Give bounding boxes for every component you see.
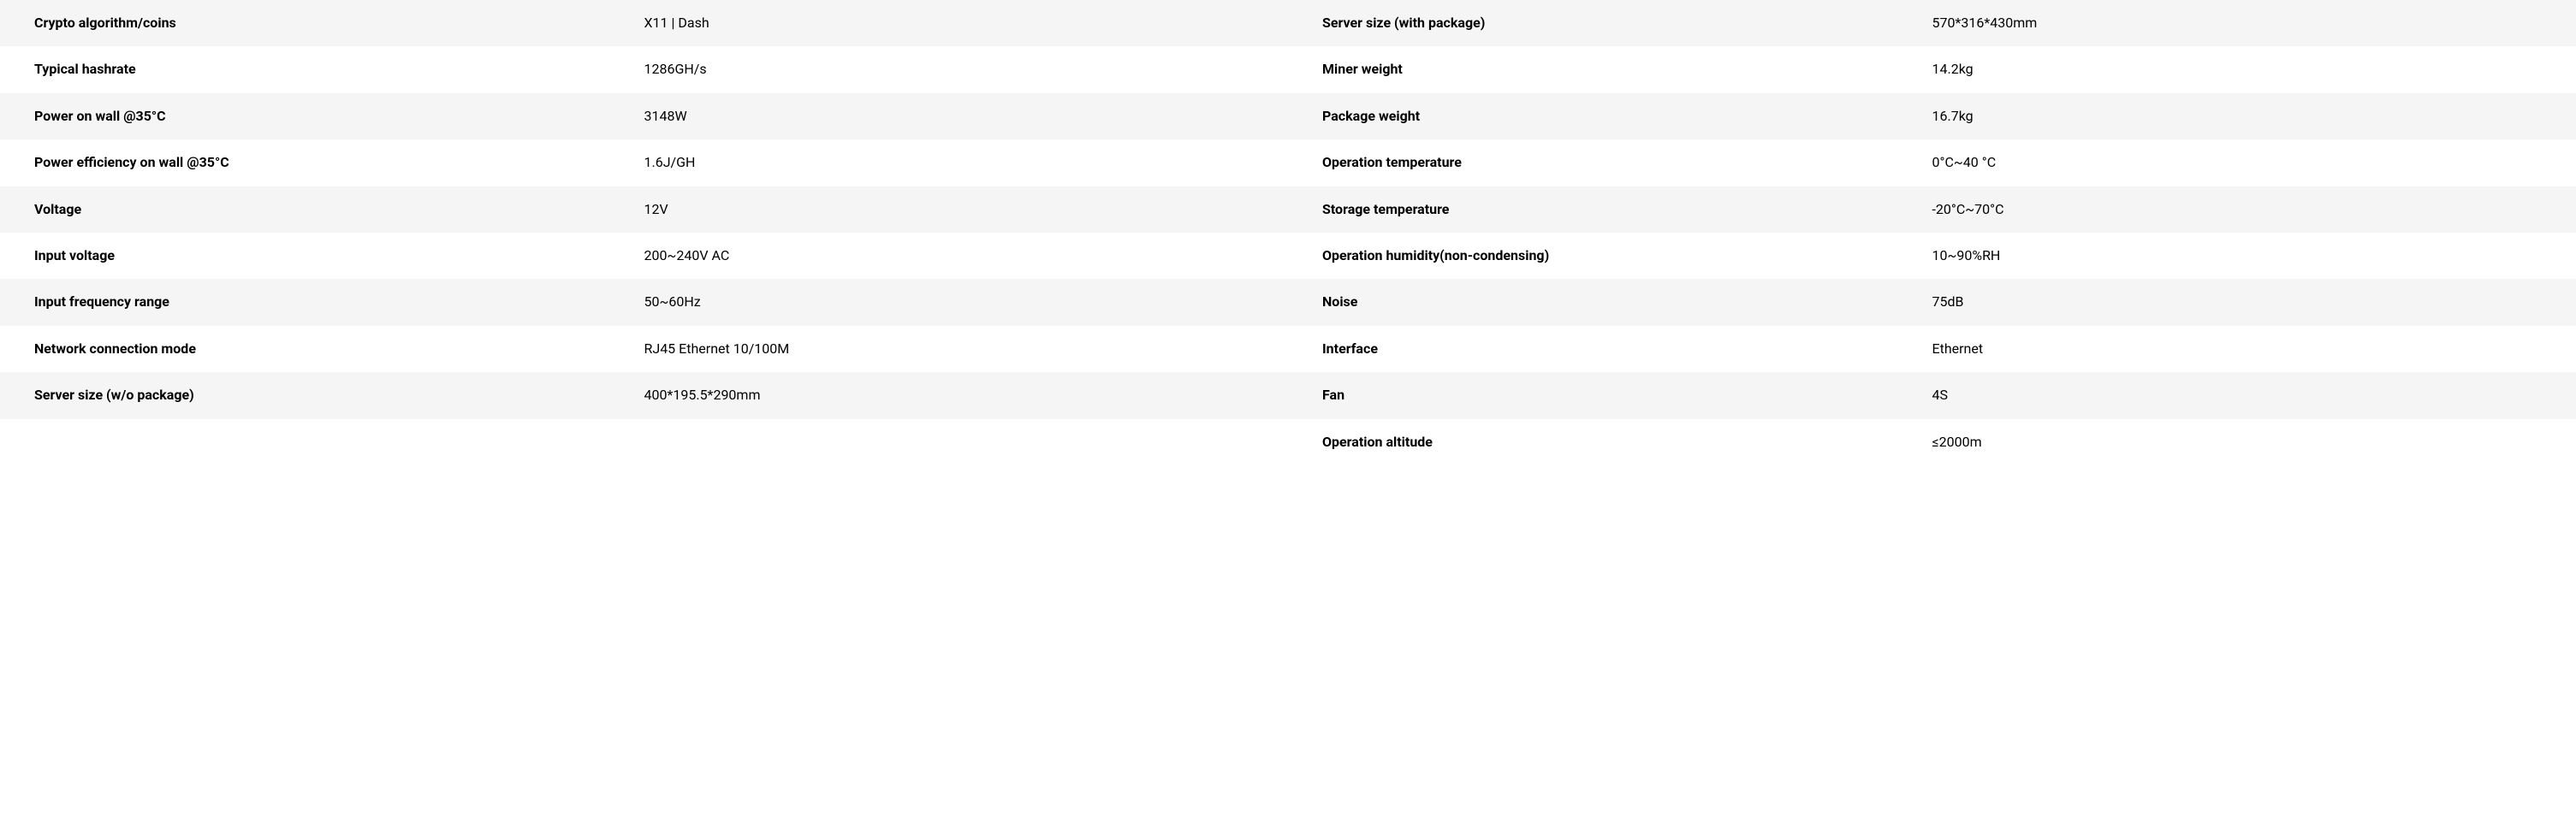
spec-row: Power on wall @35°C 3148W [0, 93, 1288, 139]
spec-label: Operation humidity(non-condensing) [1322, 246, 1932, 265]
spec-row: Typical hashrate 1286GH/s [0, 46, 1288, 92]
spec-label: Interface [1322, 340, 1932, 358]
spec-value: 400*195.5*290mm [644, 386, 1255, 405]
spec-label: Power efficiency on wall @35°C [34, 153, 644, 172]
spec-label: Server size (w/o package) [34, 386, 644, 405]
spec-label: Noise [1322, 293, 1932, 311]
spec-value: 75dB [1932, 293, 2543, 311]
spec-value: -20°C~70°C [1932, 200, 2543, 219]
spec-label: Crypto algorithm/coins [34, 14, 644, 33]
spec-label: Input voltage [34, 246, 644, 265]
spec-label: Voltage [34, 200, 644, 219]
spec-value: 4S [1932, 386, 2543, 405]
spec-table: Crypto algorithm/coins X11 | Dash Typica… [0, 0, 2576, 465]
spec-label: Miner weight [1322, 60, 1932, 79]
spec-value: 0°C~40 °C [1932, 153, 2543, 172]
spec-value: 1.6J/GH [644, 153, 1255, 172]
spec-row: Input voltage 200~240V AC [0, 233, 1288, 279]
spec-value: Ethernet [1932, 340, 2543, 358]
spec-column-left: Crypto algorithm/coins X11 | Dash Typica… [0, 0, 1288, 465]
spec-row: Crypto algorithm/coins X11 | Dash [0, 0, 1288, 46]
spec-value: 10~90%RH [1932, 246, 2543, 265]
spec-row: Fan 4S [1288, 372, 2576, 418]
spec-label: Operation temperature [1322, 153, 1932, 172]
spec-value: 12V [644, 200, 1255, 219]
spec-row: Operation temperature 0°C~40 °C [1288, 139, 2576, 186]
spec-label: Typical hashrate [34, 60, 644, 79]
spec-row: Interface Ethernet [1288, 326, 2576, 372]
spec-value: 1286GH/s [644, 60, 1255, 79]
spec-row: Power efficiency on wall @35°C 1.6J/GH [0, 139, 1288, 186]
spec-label: Storage temperature [1322, 200, 1932, 219]
spec-label: Power on wall @35°C [34, 107, 644, 126]
spec-value: 16.7kg [1932, 107, 2543, 126]
spec-row: Noise 75dB [1288, 279, 2576, 325]
spec-label: Package weight [1322, 107, 1932, 126]
spec-row: Package weight 16.7kg [1288, 93, 2576, 139]
spec-row: Server size (with package) 570*316*430mm [1288, 0, 2576, 46]
spec-label: Fan [1322, 386, 1932, 405]
spec-row: Operation humidity(non-condensing) 10~90… [1288, 233, 2576, 279]
spec-label: Operation altitude [1322, 433, 1932, 452]
spec-value: 3148W [644, 107, 1255, 126]
spec-label: Input frequency range [34, 293, 644, 311]
spec-value: RJ45 Ethernet 10/100M [644, 340, 1255, 358]
spec-value: X11 | Dash [644, 14, 1255, 33]
spec-value: 14.2kg [1932, 60, 2543, 79]
spec-value: ≤2000m [1932, 433, 2543, 452]
spec-value: 570*316*430mm [1932, 14, 2543, 33]
spec-row: Input frequency range 50~60Hz [0, 279, 1288, 325]
spec-row: Operation altitude ≤2000m [1288, 419, 2576, 465]
spec-row: Storage temperature -20°C~70°C [1288, 186, 2576, 233]
spec-value: 200~240V AC [644, 246, 1255, 265]
spec-label: Network connection mode [34, 340, 644, 358]
spec-row: Voltage 12V [0, 186, 1288, 233]
spec-row: Server size (w/o package) 400*195.5*290m… [0, 372, 1288, 418]
spec-value: 50~60Hz [644, 293, 1255, 311]
spec-row: Miner weight 14.2kg [1288, 46, 2576, 92]
spec-column-right: Server size (with package) 570*316*430mm… [1288, 0, 2576, 465]
spec-label: Server size (with package) [1322, 14, 1932, 33]
spec-row: Network connection mode RJ45 Ethernet 10… [0, 326, 1288, 372]
